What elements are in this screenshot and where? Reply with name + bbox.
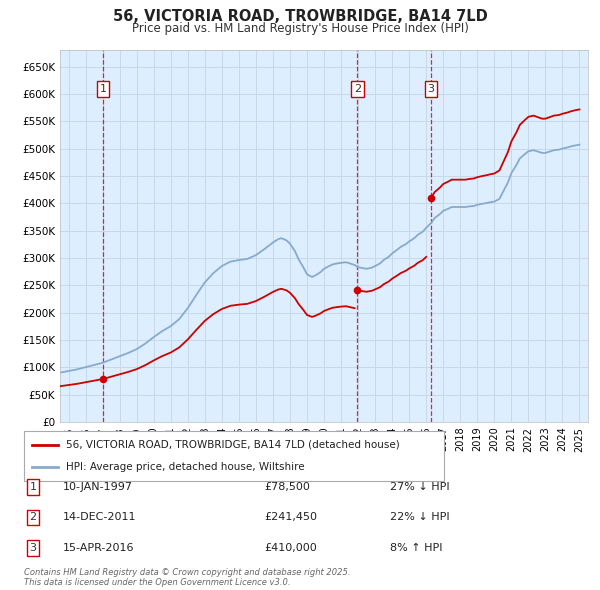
Text: 1: 1 [100,84,107,94]
Text: 56, VICTORIA ROAD, TROWBRIDGE, BA14 7LD (detached house): 56, VICTORIA ROAD, TROWBRIDGE, BA14 7LD … [66,440,400,450]
Text: £78,500: £78,500 [264,482,310,491]
Text: 8% ↑ HPI: 8% ↑ HPI [390,543,443,553]
Text: Contains HM Land Registry data © Crown copyright and database right 2025.
This d: Contains HM Land Registry data © Crown c… [24,568,350,587]
Text: 3: 3 [29,543,37,553]
Text: 27% ↓ HPI: 27% ↓ HPI [390,482,449,491]
Text: 14-DEC-2011: 14-DEC-2011 [63,513,137,522]
Text: Price paid vs. HM Land Registry's House Price Index (HPI): Price paid vs. HM Land Registry's House … [131,22,469,35]
Text: 22% ↓ HPI: 22% ↓ HPI [390,513,449,522]
Text: 2: 2 [29,513,37,522]
Text: £410,000: £410,000 [264,543,317,553]
Text: 56, VICTORIA ROAD, TROWBRIDGE, BA14 7LD: 56, VICTORIA ROAD, TROWBRIDGE, BA14 7LD [113,9,487,24]
FancyBboxPatch shape [24,431,444,481]
Text: HPI: Average price, detached house, Wiltshire: HPI: Average price, detached house, Wilt… [66,462,305,472]
Text: 15-APR-2016: 15-APR-2016 [63,543,134,553]
Text: 2: 2 [353,84,361,94]
Text: 1: 1 [29,482,37,491]
Text: £241,450: £241,450 [264,513,317,522]
Text: 3: 3 [428,84,434,94]
Text: 10-JAN-1997: 10-JAN-1997 [63,482,133,491]
